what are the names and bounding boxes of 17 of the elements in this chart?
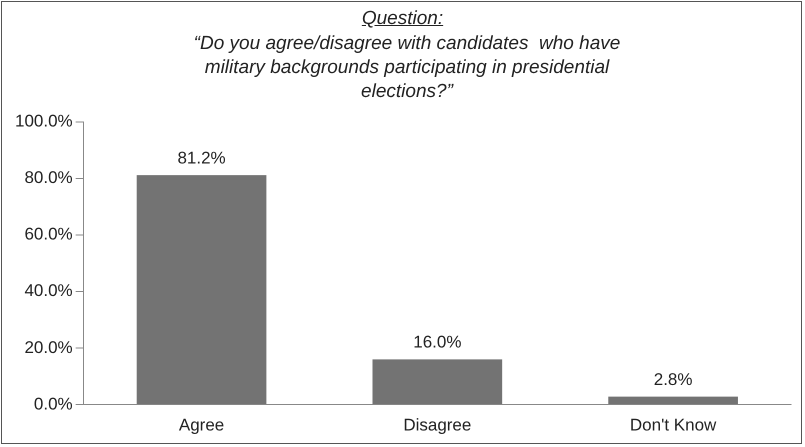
x-tick-label: Agree — [178, 415, 224, 434]
bar — [608, 396, 738, 404]
data-label: 81.2% — [177, 148, 226, 168]
y-tick-label: 60.0% — [24, 224, 73, 244]
data-label: 16.0% — [413, 332, 462, 352]
chart-title: Question: — [360, 8, 444, 30]
chart-subtitle: “Do you agree/disagree with candidates who have military backgrounds participating in presidential elections?” — [192, 32, 622, 104]
bar — [372, 359, 502, 404]
y-tick-label: 40.0% — [24, 281, 73, 300]
y-tick-label: 20.0% — [24, 338, 73, 357]
y-tick-label: 80.0% — [24, 168, 73, 188]
x-tick-label: Don't Know — [630, 415, 718, 434]
data-label: 2.8% — [654, 370, 692, 389]
y-tick-label: 0.0% — [34, 394, 73, 414]
x-tick-label: Disagree — [403, 415, 472, 434]
y-tick-label: 100.0% — [14, 112, 73, 131]
bar — [136, 175, 266, 404]
